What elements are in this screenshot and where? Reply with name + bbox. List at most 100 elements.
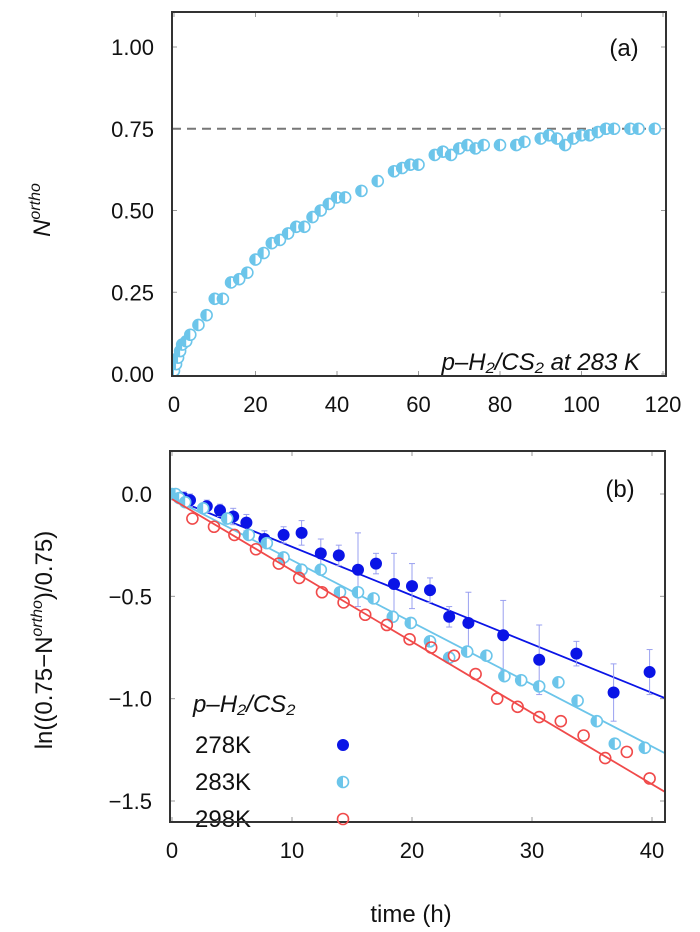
data-point-298k [186, 512, 199, 525]
marker-half-fill [413, 159, 419, 171]
marker-half-fill [572, 695, 578, 707]
data-point-298k [598, 751, 612, 765]
data-point-series [273, 233, 287, 247]
fit-line-283k [171, 497, 665, 755]
data-point-series [493, 138, 507, 152]
data-point-298k [380, 618, 394, 632]
marker-half-fill [331, 191, 337, 203]
marker-half-fill [559, 139, 566, 151]
data-point-278k [295, 526, 308, 539]
data-point-series [232, 272, 246, 286]
marker-half-fill [221, 513, 228, 525]
data-point-283k [260, 536, 274, 550]
marker-half-fill [461, 646, 468, 658]
data-point-278k [497, 629, 510, 642]
marker-half-fill [639, 742, 645, 754]
panel-a-label: (a) [609, 35, 638, 62]
marker-half-fill [225, 276, 232, 288]
data-point-278k [643, 666, 656, 679]
data-point-series [314, 204, 328, 217]
data-point-series [518, 135, 531, 149]
marker-half-fill [445, 149, 452, 161]
data-point-278k [607, 686, 620, 699]
data-point-series [550, 132, 564, 145]
marker-half-fill [282, 227, 289, 239]
data-point-278k [214, 504, 226, 517]
x-tick-label-b: 30 [520, 838, 544, 863]
data-point-series [607, 122, 621, 136]
marker-half-fill [584, 129, 590, 141]
data-point-series [192, 318, 205, 332]
marker-half-fill [535, 133, 541, 145]
data-point-298k [272, 557, 286, 570]
data-point-series [412, 158, 425, 172]
data-point-278k [370, 557, 382, 570]
data-point-298k [577, 729, 590, 742]
x-tick-label-a: 60 [406, 392, 430, 417]
data-point-series [249, 253, 262, 266]
marker-half-fill [250, 254, 256, 266]
data-point-series [648, 122, 662, 136]
data-point-series [224, 276, 238, 289]
data-point-series [216, 292, 230, 306]
data-point-283k [532, 680, 546, 693]
marker-half-fill [608, 123, 615, 135]
y-tick-label-b: −1.0 [109, 687, 152, 712]
data-point-283k [638, 741, 652, 755]
panel-a-ylabel: Northo [27, 183, 56, 237]
data-point-298k [620, 745, 634, 759]
marker-half-fill [258, 247, 264, 259]
data-point-283k [571, 694, 584, 708]
marker-half-fill [498, 670, 505, 682]
ylabel-sup: ortho [27, 183, 44, 220]
plot-area-a [172, 122, 666, 376]
data-point-298k [228, 528, 241, 542]
marker-half-fill [217, 293, 223, 305]
marker-half-fill [404, 159, 411, 171]
marker-half-fill [633, 123, 639, 135]
data-point-278k [424, 584, 436, 597]
ylabel-sup: ortho [29, 600, 46, 637]
data-point-series [306, 210, 319, 224]
data-point-278k [352, 563, 364, 576]
panel-b-ylabel: ln((0.75−Northo)/0.75) [29, 531, 58, 750]
marker-half-fill [461, 139, 468, 151]
data-point-series [355, 184, 368, 198]
data-point-278k [533, 653, 546, 666]
marker-half-fill [551, 133, 558, 145]
data-point-series [322, 197, 336, 211]
data-point-series [265, 236, 279, 250]
data-point-278k [570, 647, 583, 660]
marker-half-fill [515, 674, 522, 686]
panel-b-xlabel: time (h) [370, 901, 451, 928]
marker-half-fill [355, 185, 362, 197]
marker-half-fill [480, 650, 487, 662]
data-point-298k [424, 641, 438, 654]
marker-half-fill [298, 221, 305, 233]
marker-half-fill [266, 237, 272, 249]
marker-half-fill [624, 123, 631, 135]
data-point-283k [480, 649, 493, 662]
data-point-series [444, 148, 458, 162]
x-tick-label-b: 40 [640, 838, 664, 863]
data-point-283k [514, 673, 528, 687]
x-tick-label-a: 120 [645, 392, 682, 417]
marker-half-fill [649, 123, 655, 135]
data-point-278k [462, 616, 475, 629]
x-tick-label-b: 20 [400, 838, 424, 863]
marker-half-fill [470, 142, 476, 154]
marker-half-fill [600, 123, 606, 135]
data-point-278k [240, 516, 253, 529]
ylabel-base: N [29, 219, 56, 237]
data-point-283k [460, 645, 474, 658]
data-point-283k [404, 616, 418, 630]
x-tick-label-b: 10 [280, 838, 304, 863]
marker-half-fill [437, 146, 443, 158]
ylabel-pre: ln((0.75−N [31, 637, 58, 750]
legend-marker-298k [336, 812, 350, 826]
panel-a-annotation: p–H₂/CS₂ at 283 K [441, 349, 641, 376]
y-tick-label-a: 0.25 [111, 280, 154, 305]
marker-half-fill [307, 211, 313, 223]
marker-half-fill [241, 267, 248, 279]
data-point-298k [207, 520, 221, 534]
